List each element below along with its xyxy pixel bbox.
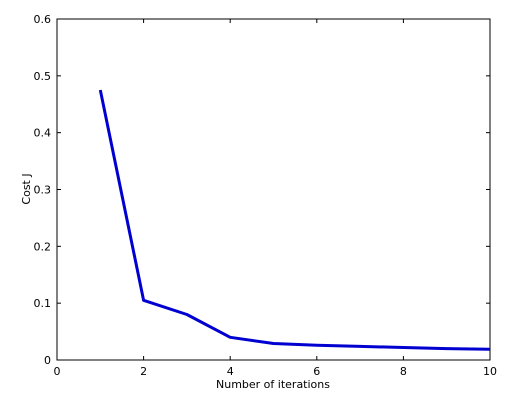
plot-area [56,18,491,361]
y-tick-label: 0 [44,354,51,367]
series-layer [98,89,491,351]
x-tick-label: 2 [140,365,147,378]
x-tick-label: 6 [313,365,320,378]
y-tick-label: 0.3 [34,184,52,197]
x-tick-label: 0 [54,365,61,378]
x-axis-label: Number of iterations [216,378,330,391]
y-tick-label: 0.5 [34,70,52,83]
x-tick-label: 10 [483,365,497,378]
ticks-layer: 0 2 4 6 8 10 0 0.1 0.2 0.3 0.4 0.5 0.6 [34,13,498,378]
series-line [98,89,491,351]
y-tick-label: 0.4 [34,127,52,140]
x-tick-label: 4 [227,365,234,378]
x-tick-label: 8 [400,365,407,378]
y-tick-label: 0.1 [34,297,52,310]
y-tick-label: 0.6 [34,13,52,26]
y-tick-label: 0.2 [34,240,52,253]
y-axis-label: Cost J [20,173,33,204]
